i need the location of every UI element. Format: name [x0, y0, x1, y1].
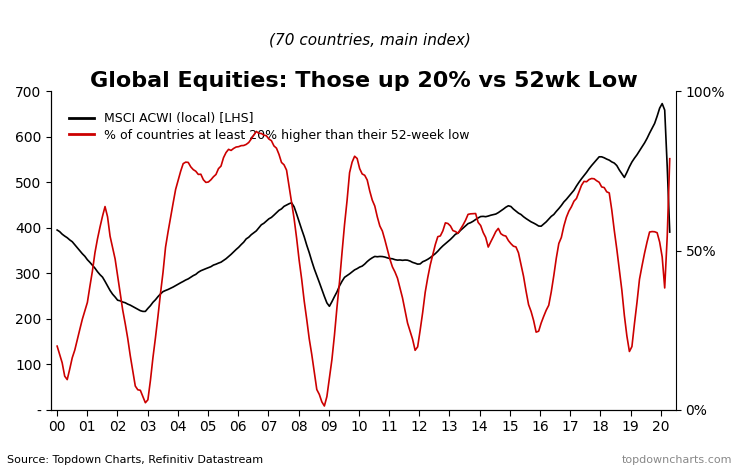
- Text: Source: Topdown Charts, Refinitiv Datastream: Source: Topdown Charts, Refinitiv Datast…: [7, 455, 263, 465]
- Text: (70 countries, main index): (70 countries, main index): [269, 32, 471, 47]
- Text: topdowncharts.com: topdowncharts.com: [622, 455, 733, 465]
- Legend: MSCI ACWI (local) [LHS], % of countries at least 20% higher than their 52-week l: MSCI ACWI (local) [LHS], % of countries …: [64, 107, 474, 147]
- Title: Global Equities: Those up 20% vs 52wk Low: Global Equities: Those up 20% vs 52wk Lo…: [90, 71, 637, 91]
